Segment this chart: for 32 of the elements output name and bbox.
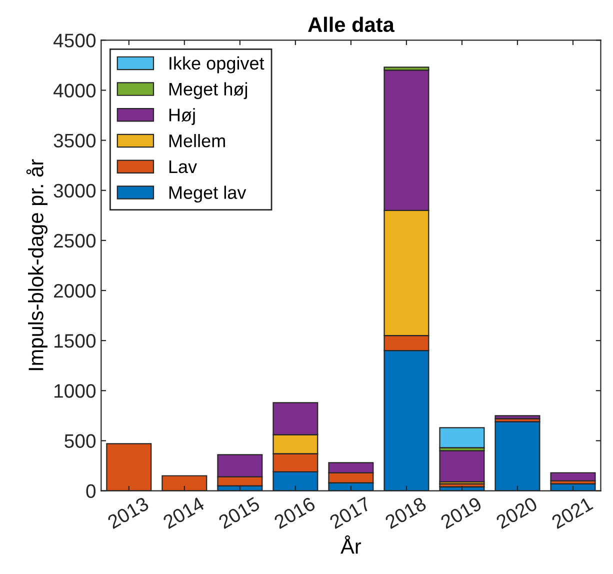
y-tick-label: 3000 xyxy=(54,184,96,198)
x-tick-label: 2021 xyxy=(550,496,594,530)
bar xyxy=(550,472,596,482)
bar xyxy=(439,450,485,482)
x-tick-label: 2019 xyxy=(440,496,483,530)
chart-title: Alle data xyxy=(308,16,394,32)
x-axis-title: År xyxy=(340,535,362,554)
y-tick-label: 4500 xyxy=(53,34,96,48)
x-tick-label: 2016 xyxy=(273,496,316,530)
legend-label: Meget høj xyxy=(169,82,248,100)
y-tick-label: 1500 xyxy=(54,334,96,348)
legend-label: Lav xyxy=(169,160,197,174)
x-tick-label: 2015 xyxy=(218,496,261,530)
legend-label: Mellem xyxy=(169,134,225,148)
x-tick-label: 2020 xyxy=(495,496,538,530)
y-tick-label: 0 xyxy=(86,484,96,498)
y-tick-label: 3500 xyxy=(54,134,96,148)
y-tick-label: 2500 xyxy=(54,234,96,248)
x-tick-label: 2014 xyxy=(162,496,206,530)
y-tick-label: 4000 xyxy=(53,84,96,98)
y-tick-label: 2000 xyxy=(54,284,96,298)
y-tick-label: 500 xyxy=(64,434,96,448)
legend-label: Ikke opgivet xyxy=(170,56,264,74)
x-tick-label: 2013 xyxy=(106,496,150,530)
legend-label: Høj xyxy=(169,108,195,125)
x-tick-label: 2017 xyxy=(328,496,372,530)
y-tick-label: 1000 xyxy=(54,384,96,398)
legend-label: Meget lav xyxy=(169,186,246,203)
y-axis-title: Impuls-blok-dage pr. år xyxy=(26,159,48,370)
bar xyxy=(439,427,485,448)
x-tick-label: 2018 xyxy=(384,496,428,530)
bar xyxy=(494,415,540,420)
